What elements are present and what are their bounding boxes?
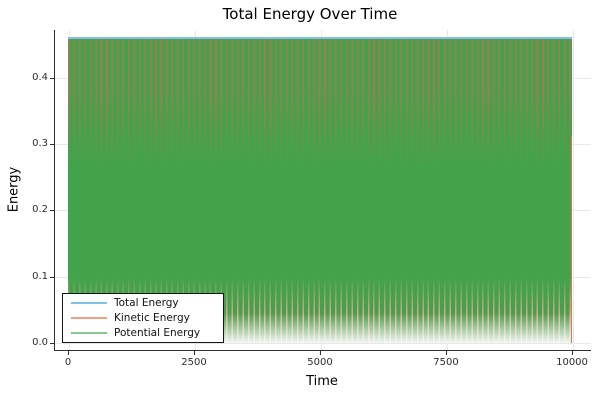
- xtick-5000: [320, 351, 322, 355]
- legend-item-total-energy: Total Energy: [63, 296, 223, 310]
- legend-label-potential-energy: Potential Energy: [114, 326, 201, 339]
- ytick-label-0.3: 0.3: [32, 138, 48, 149]
- x-axis-label: Time: [306, 374, 338, 389]
- legend-item-kinetic-energy: Kinetic Energy: [63, 311, 223, 325]
- ytick-label-0.1: 0.1: [32, 271, 48, 282]
- ytick-label-0.4: 0.4: [32, 72, 48, 83]
- xtick-2500: [194, 351, 196, 355]
- xtick-label-0: 0: [64, 357, 72, 368]
- ytick-0.1: [50, 277, 54, 279]
- potential-energy-line-swatch: [71, 332, 107, 334]
- gridline-y-0.0: [55, 343, 591, 344]
- ytick-label-0.2: 0.2: [32, 204, 48, 215]
- chart-title: Total Energy Over Time: [222, 5, 398, 23]
- ytick-0.4: [50, 78, 54, 80]
- xtick-label-2500: 2500: [181, 357, 207, 368]
- kinetic-energy-last-line: [570, 137, 572, 343]
- total-energy-line-swatch: [71, 302, 107, 304]
- y-axis-label: Energy: [6, 166, 22, 213]
- ytick-0.0: [50, 343, 54, 345]
- ytick-0.2: [50, 210, 54, 212]
- xtick-label-5000: 5000: [307, 357, 333, 368]
- ytick-label-0.0: 0.0: [32, 337, 48, 348]
- kinetic-potential-stripes-top: [68, 39, 572, 172]
- xtick-label-7500: 7500: [433, 357, 459, 368]
- legend-label-kinetic-energy: Kinetic Energy: [114, 311, 190, 324]
- energy-series-band: [68, 37, 572, 343]
- potential-energy-field: [68, 172, 572, 277]
- xtick-7500: [446, 351, 448, 355]
- ytick-0.3: [50, 144, 54, 146]
- total-energy-line: [68, 37, 572, 39]
- plot-area: [54, 30, 591, 351]
- legend-label-total-energy: Total Energy: [114, 296, 179, 309]
- xtick-0: [68, 351, 70, 355]
- xtick-10000: [572, 351, 574, 355]
- legend-item-potential-energy: Potential Energy: [63, 326, 223, 340]
- kinetic-energy-line-swatch: [71, 317, 107, 319]
- gridline-x-10000: [573, 30, 574, 350]
- legend: Total Energy Kinetic Energy Potential En…: [62, 293, 224, 343]
- xtick-label-10000: 10000: [556, 357, 588, 368]
